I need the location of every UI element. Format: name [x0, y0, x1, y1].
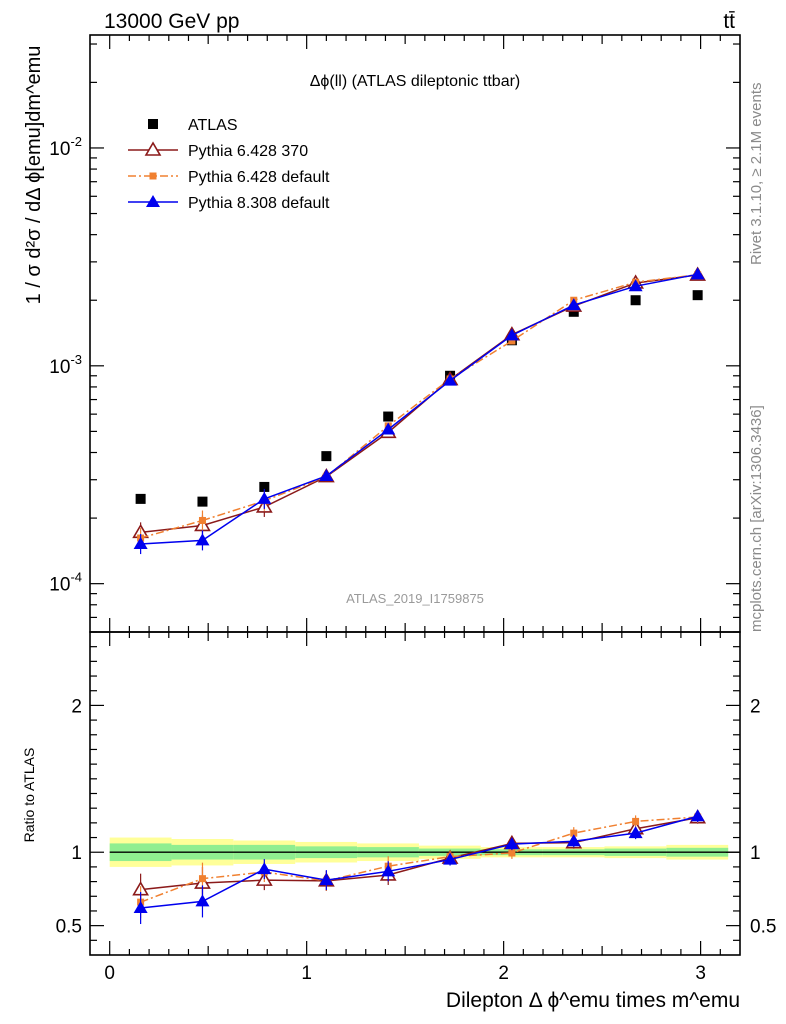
ratio-y-tick-labels: 0.5 0.5 1 1 2 2 [56, 696, 777, 937]
series-line [140, 274, 698, 534]
legend-marker [148, 119, 158, 129]
ratio-point [570, 829, 578, 837]
data-point [381, 422, 396, 435]
data-point [133, 537, 148, 550]
ratio-series-2 [133, 809, 705, 925]
ratio-point [443, 852, 458, 865]
watermark: ATLAS_2019_I1759875 [346, 591, 484, 606]
data-point [197, 496, 208, 507]
data-point [321, 451, 332, 462]
data-point [508, 337, 516, 345]
ratio-point [195, 894, 210, 907]
data-point [198, 516, 206, 524]
data-point [566, 298, 581, 311]
legend-label: Pythia 6.428 default [188, 169, 330, 186]
rivet-label: Rivet 3.1.10, ≥ 2.1M events [748, 83, 765, 266]
legend-marker [144, 141, 162, 156]
x-tick-label: 0 [104, 963, 115, 984]
main-y-tick-labels: 10-4 10-3 10-2 [49, 134, 82, 596]
ratio-y-tick-label: 0.5 [56, 917, 82, 938]
data-point [257, 491, 272, 504]
series-2 [137, 271, 702, 549]
ratio-line [140, 815, 698, 909]
series-line [140, 273, 698, 545]
legend: ATLAS Pythia 6.428 370 Pythia 6.428 defaul… [128, 117, 330, 212]
main-y-tick-label: 10-2 [49, 134, 82, 160]
ratio-point [566, 834, 581, 847]
ratio-point [508, 849, 516, 857]
ratio-line [140, 816, 698, 903]
ratio-y-tick-label-right: 1 [750, 843, 761, 864]
mcplots-label: mcplots.cern.ch [arXiv:1306.3436] [748, 405, 765, 632]
ratio-line [140, 816, 698, 891]
data-point [319, 469, 334, 482]
main-y-tick-label: 10-3 [49, 352, 82, 378]
legend-label: Pythia 6.428 370 [188, 143, 308, 160]
main-axis-ticks [90, 35, 740, 633]
data-point [259, 481, 270, 492]
ratio-point [690, 809, 705, 822]
ratio-y-axis-label: Ratio to ATLAS [21, 748, 37, 843]
x-axis-label: Dilepton Δ ϕ^emu times m^emu [446, 989, 740, 1012]
x-tick-labels: 0 1 2 3 [104, 963, 705, 984]
x-tick-label: 3 [695, 963, 706, 984]
ratio-point [504, 837, 519, 850]
data-point [195, 533, 210, 546]
ratio-y-tick-label-right: 0.5 [750, 917, 776, 938]
main-series [132, 266, 707, 555]
ratio-point [632, 817, 640, 825]
data-point [628, 279, 643, 292]
legend-label: Pythia 8.308 default [188, 195, 330, 212]
ratio-point [257, 862, 272, 875]
main-y-tick-label: 10-4 [49, 570, 82, 596]
data-point [692, 290, 703, 301]
ratio-point [319, 873, 334, 886]
ratio-point [198, 875, 206, 883]
ratio-series [132, 809, 707, 925]
legend-label: ATLAS [188, 117, 238, 134]
x-tick-label: 1 [301, 963, 312, 984]
ratio-frame [89, 631, 741, 956]
energy-label: 13000 GeV pp [104, 10, 239, 33]
process-label: tt̄ [723, 10, 735, 33]
legend-marker [146, 195, 160, 207]
data-point [504, 328, 519, 341]
ratio-y-tick-label: 2 [71, 696, 82, 717]
data-point [690, 267, 705, 280]
x-tick-label: 2 [498, 963, 509, 984]
data-point [443, 373, 458, 386]
data-point [383, 411, 394, 422]
ratio-point [628, 826, 643, 839]
ratio-y-tick-label-right: 2 [750, 696, 761, 717]
series-3 [133, 267, 705, 555]
ratio-axis-ticks [90, 632, 740, 955]
main-y-axis-label: 1 / σ d²σ / dΔ ϕ[emu]dm^emu [23, 46, 45, 305]
legend-marker [149, 172, 157, 180]
main-plot-title: Δϕ(ll) (ATLAS dileptonic ttbar) [310, 73, 521, 90]
data-point [630, 295, 641, 306]
ratio-point [133, 901, 148, 914]
ratio-point [381, 864, 396, 877]
series-line [140, 273, 698, 539]
data-point [135, 493, 146, 504]
ratio-panel: 0.5 0.5 1 1 2 2 0 1 2 3 Ratio to ATLAS Dilepton … [21, 631, 777, 1012]
series-0 [135, 290, 703, 507]
ratio-y-tick-label: 1 [71, 843, 82, 864]
main-panel: Δϕ(ll) (ATLAS dileptonic ttbar) ATLAS_20… [23, 34, 741, 633]
